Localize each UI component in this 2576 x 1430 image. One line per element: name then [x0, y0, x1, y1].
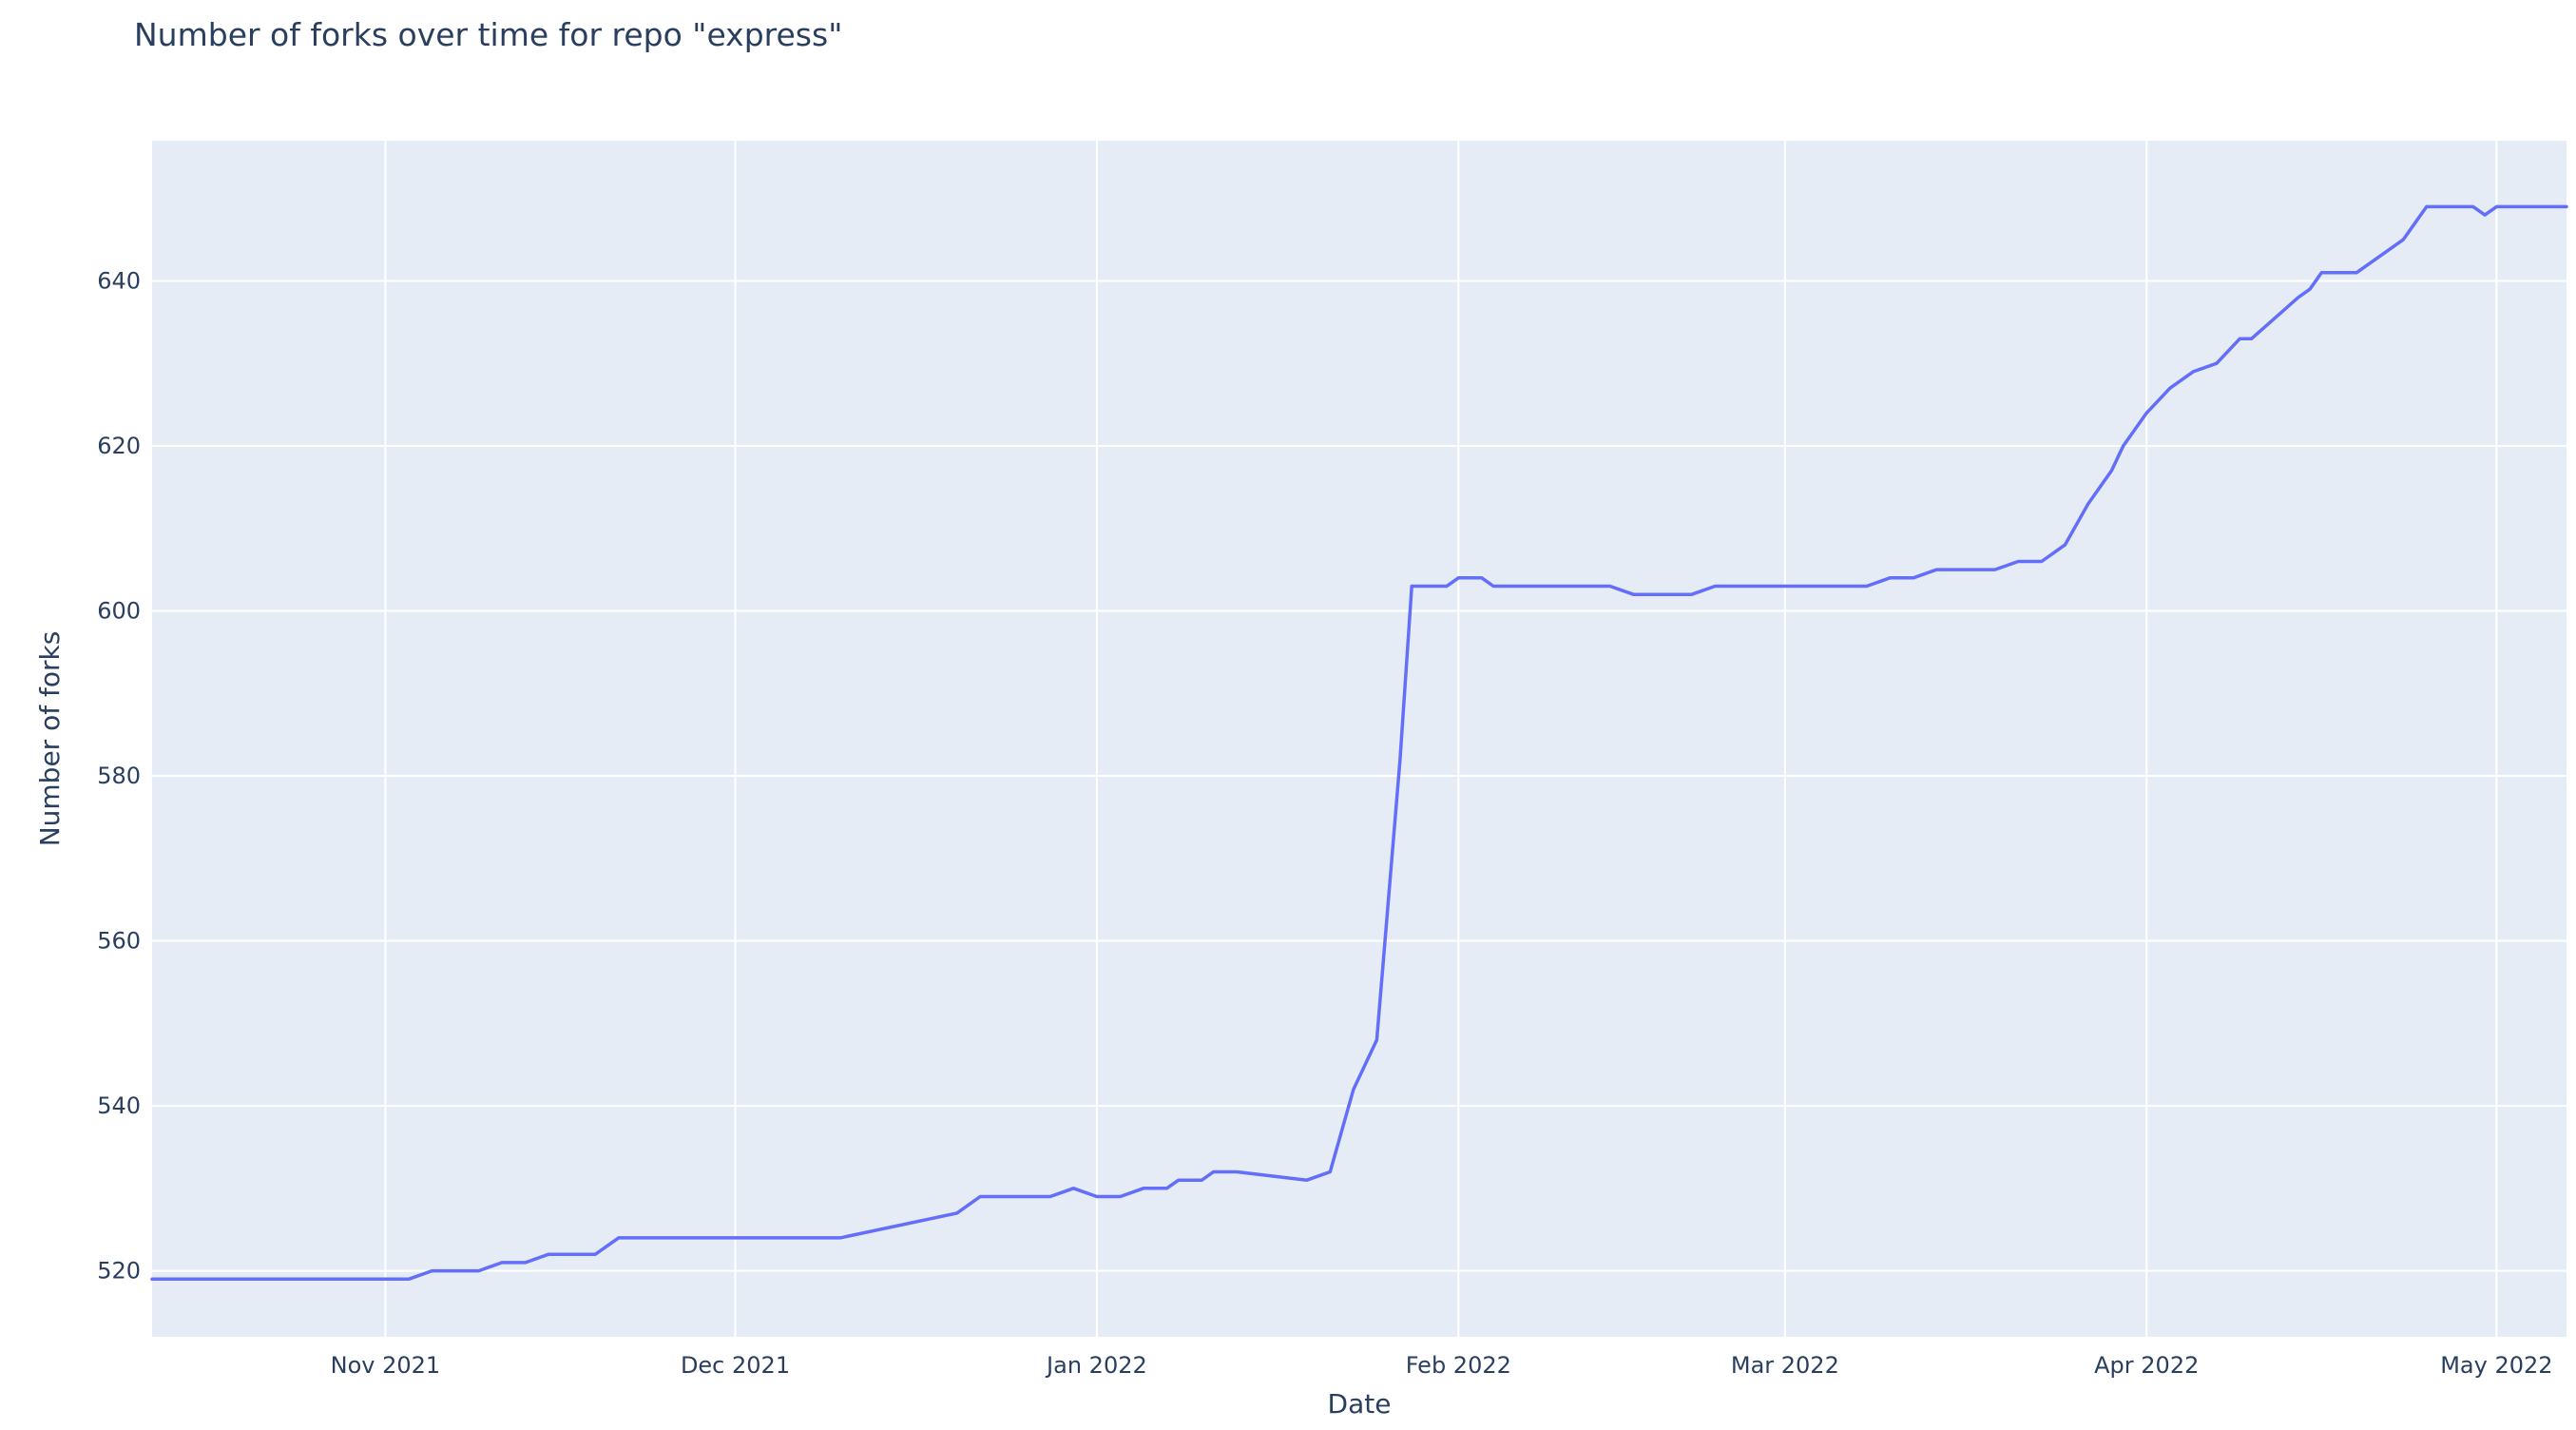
y-gridlines: [152, 280, 2566, 1272]
y-axis-title: Number of forks: [34, 631, 66, 847]
y-tick-label: 640: [97, 267, 141, 294]
forks-series-line: [150, 204, 2568, 1282]
y-tick-label: 560: [97, 928, 141, 955]
x-tick-label: Apr 2022: [2094, 1352, 2199, 1379]
y-tick-label: 520: [97, 1258, 141, 1285]
plot-area: [152, 141, 2566, 1337]
x-tick-label: Nov 2021: [331, 1352, 441, 1379]
y-tick-label: 620: [97, 433, 141, 459]
x-tick-labels: Nov 2021 Dec 2021 Jan 2022 Feb 2022 Mar 2022…: [331, 1352, 2553, 1379]
x-tick-label: Dec 2021: [681, 1352, 790, 1379]
y-tick-label: 580: [97, 763, 141, 789]
x-tick-label: Jan 2022: [1045, 1352, 1147, 1379]
chart-title: Number of forks over time for repo "expr…: [134, 16, 842, 53]
x-gridlines: [384, 141, 2498, 1337]
x-axis-title: Date: [1328, 1388, 1392, 1420]
y-tick-labels: 520 540 560 580 600 620 640: [97, 267, 141, 1284]
x-tick-label: Feb 2022: [1406, 1352, 1511, 1379]
y-tick-label: 600: [97, 598, 141, 625]
y-tick-label: 540: [97, 1092, 141, 1119]
x-tick-label: Mar 2022: [1731, 1352, 1839, 1379]
x-tick-label: May 2022: [2440, 1352, 2552, 1379]
